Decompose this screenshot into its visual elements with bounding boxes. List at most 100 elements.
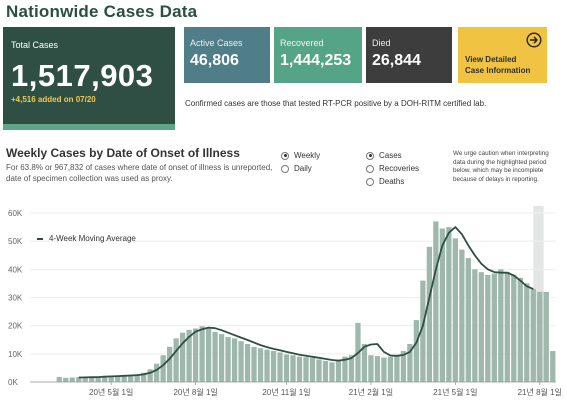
died-label: Died [372, 38, 391, 48]
bar [543, 291, 549, 382]
radio-cases[interactable]: Cases [366, 151, 402, 160]
bar [316, 359, 322, 382]
x-tick-label: 20년 5월 1일 [89, 387, 133, 397]
bar [407, 343, 413, 382]
x-tick-label: 21년 8월 1일 [518, 387, 562, 397]
bar [322, 360, 329, 382]
bar [147, 369, 153, 382]
active-cases-value: 46,806 [190, 52, 239, 69]
bar [530, 289, 536, 382]
bar [485, 274, 491, 382]
x-tick-label: 21년 5월 1일 [433, 387, 477, 397]
weekly-cases-chart: 0K 10K 20K 30K 40K 50K 60K 20년 5월 1일 20년 8월 1일 20… [8, 206, 562, 397]
moving-average-swatch [37, 237, 43, 240]
bar [550, 351, 556, 382]
total-cases-label: Total Cases [11, 40, 59, 50]
bar [154, 363, 160, 382]
bar [199, 326, 205, 382]
confirmed-cases-note: Confirmed cases are those that tested RT… [185, 99, 487, 108]
bar [452, 238, 458, 382]
y-tick-label: 50K [8, 237, 23, 246]
bar [309, 358, 316, 382]
view-detailed-case-button[interactable]: View Detailed Case Information [458, 27, 547, 83]
radio-selected-icon [281, 151, 289, 160]
bar [238, 341, 244, 382]
total-cases-value: 1,517,903 [11, 58, 154, 93]
chart-subtitle: For 63.8% or 967,832 of cases where date… [6, 163, 273, 183]
radio-deaths[interactable]: Deaths [366, 177, 404, 186]
bar [173, 338, 179, 382]
chart-legend: 4-Week Moving Average [37, 234, 136, 243]
radio-weekly[interactable]: Weekly [281, 151, 320, 160]
bar [433, 221, 439, 382]
active-cases-card: Active Cases 46,806 [184, 27, 270, 83]
bar [115, 375, 121, 382]
bar [141, 372, 147, 382]
view-detailed-line1: View Detailed [465, 55, 517, 64]
bar [387, 356, 394, 382]
total-cases-card: Total Cases 1,517,903 +4,516 added on 07… [3, 27, 175, 130]
bar [478, 272, 484, 382]
bar [102, 375, 108, 382]
bar [205, 328, 212, 382]
y-tick-label: 20K [8, 322, 23, 331]
bar [446, 227, 452, 382]
bar [257, 348, 264, 382]
bar [374, 356, 381, 382]
radio-selected-icon [366, 151, 374, 160]
radio-recoveries[interactable]: Recoveries [366, 164, 419, 173]
bar [244, 343, 251, 382]
died-value: 26,844 [372, 52, 421, 69]
bar [63, 377, 69, 382]
bar [413, 320, 420, 382]
y-tick-label: 60K [8, 209, 23, 218]
caution-note: We urge caution when interpreting data d… [453, 150, 549, 183]
view-detailed-line2: Case Information [465, 66, 531, 75]
bar [472, 269, 478, 382]
y-tick-label: 30K [8, 294, 23, 303]
bar [283, 354, 290, 382]
card-accent-bar [3, 124, 175, 130]
bar [303, 357, 309, 382]
recovered-value: 1,444,253 [280, 52, 352, 69]
arrow-right-circle-icon [526, 32, 542, 48]
bar [439, 228, 446, 382]
bar [82, 377, 88, 382]
radio-deaths-label: Deaths [379, 177, 405, 186]
radio-unselected-icon [281, 164, 289, 173]
bar [329, 362, 335, 382]
moving-average-line [78, 226, 534, 379]
radio-daily[interactable]: Daily [281, 164, 312, 173]
bar [381, 357, 387, 382]
bar [459, 249, 465, 382]
radio-recoveries-label: Recoveries [379, 164, 420, 173]
bar [134, 374, 140, 382]
bar [56, 376, 62, 382]
bar [108, 376, 114, 382]
bar [179, 332, 186, 382]
radio-daily-label: Daily [294, 164, 312, 173]
bar [212, 331, 218, 382]
bar [524, 283, 530, 382]
bar [426, 246, 433, 382]
bar [218, 334, 225, 382]
bar [420, 280, 426, 382]
bar [335, 359, 342, 382]
y-tick-label: 10K [8, 350, 23, 359]
bar [264, 349, 270, 382]
bar [465, 258, 471, 382]
bar [128, 374, 134, 382]
recovered-card: Recovered 1,444,253 [274, 27, 362, 83]
bar [342, 356, 348, 382]
bar [511, 274, 517, 382]
bar [277, 352, 283, 382]
bar [121, 375, 127, 382]
radio-cases-label: Cases [379, 151, 402, 160]
x-tick-label: 21년 2월 1일 [349, 387, 393, 397]
bar [89, 376, 95, 382]
bar [76, 377, 82, 382]
radio-unselected-icon [366, 164, 374, 173]
page-title: Nationwide Cases Data [6, 2, 198, 21]
bar [186, 329, 192, 382]
cases-added-text: +4,516 added on 07/20 [11, 95, 96, 104]
